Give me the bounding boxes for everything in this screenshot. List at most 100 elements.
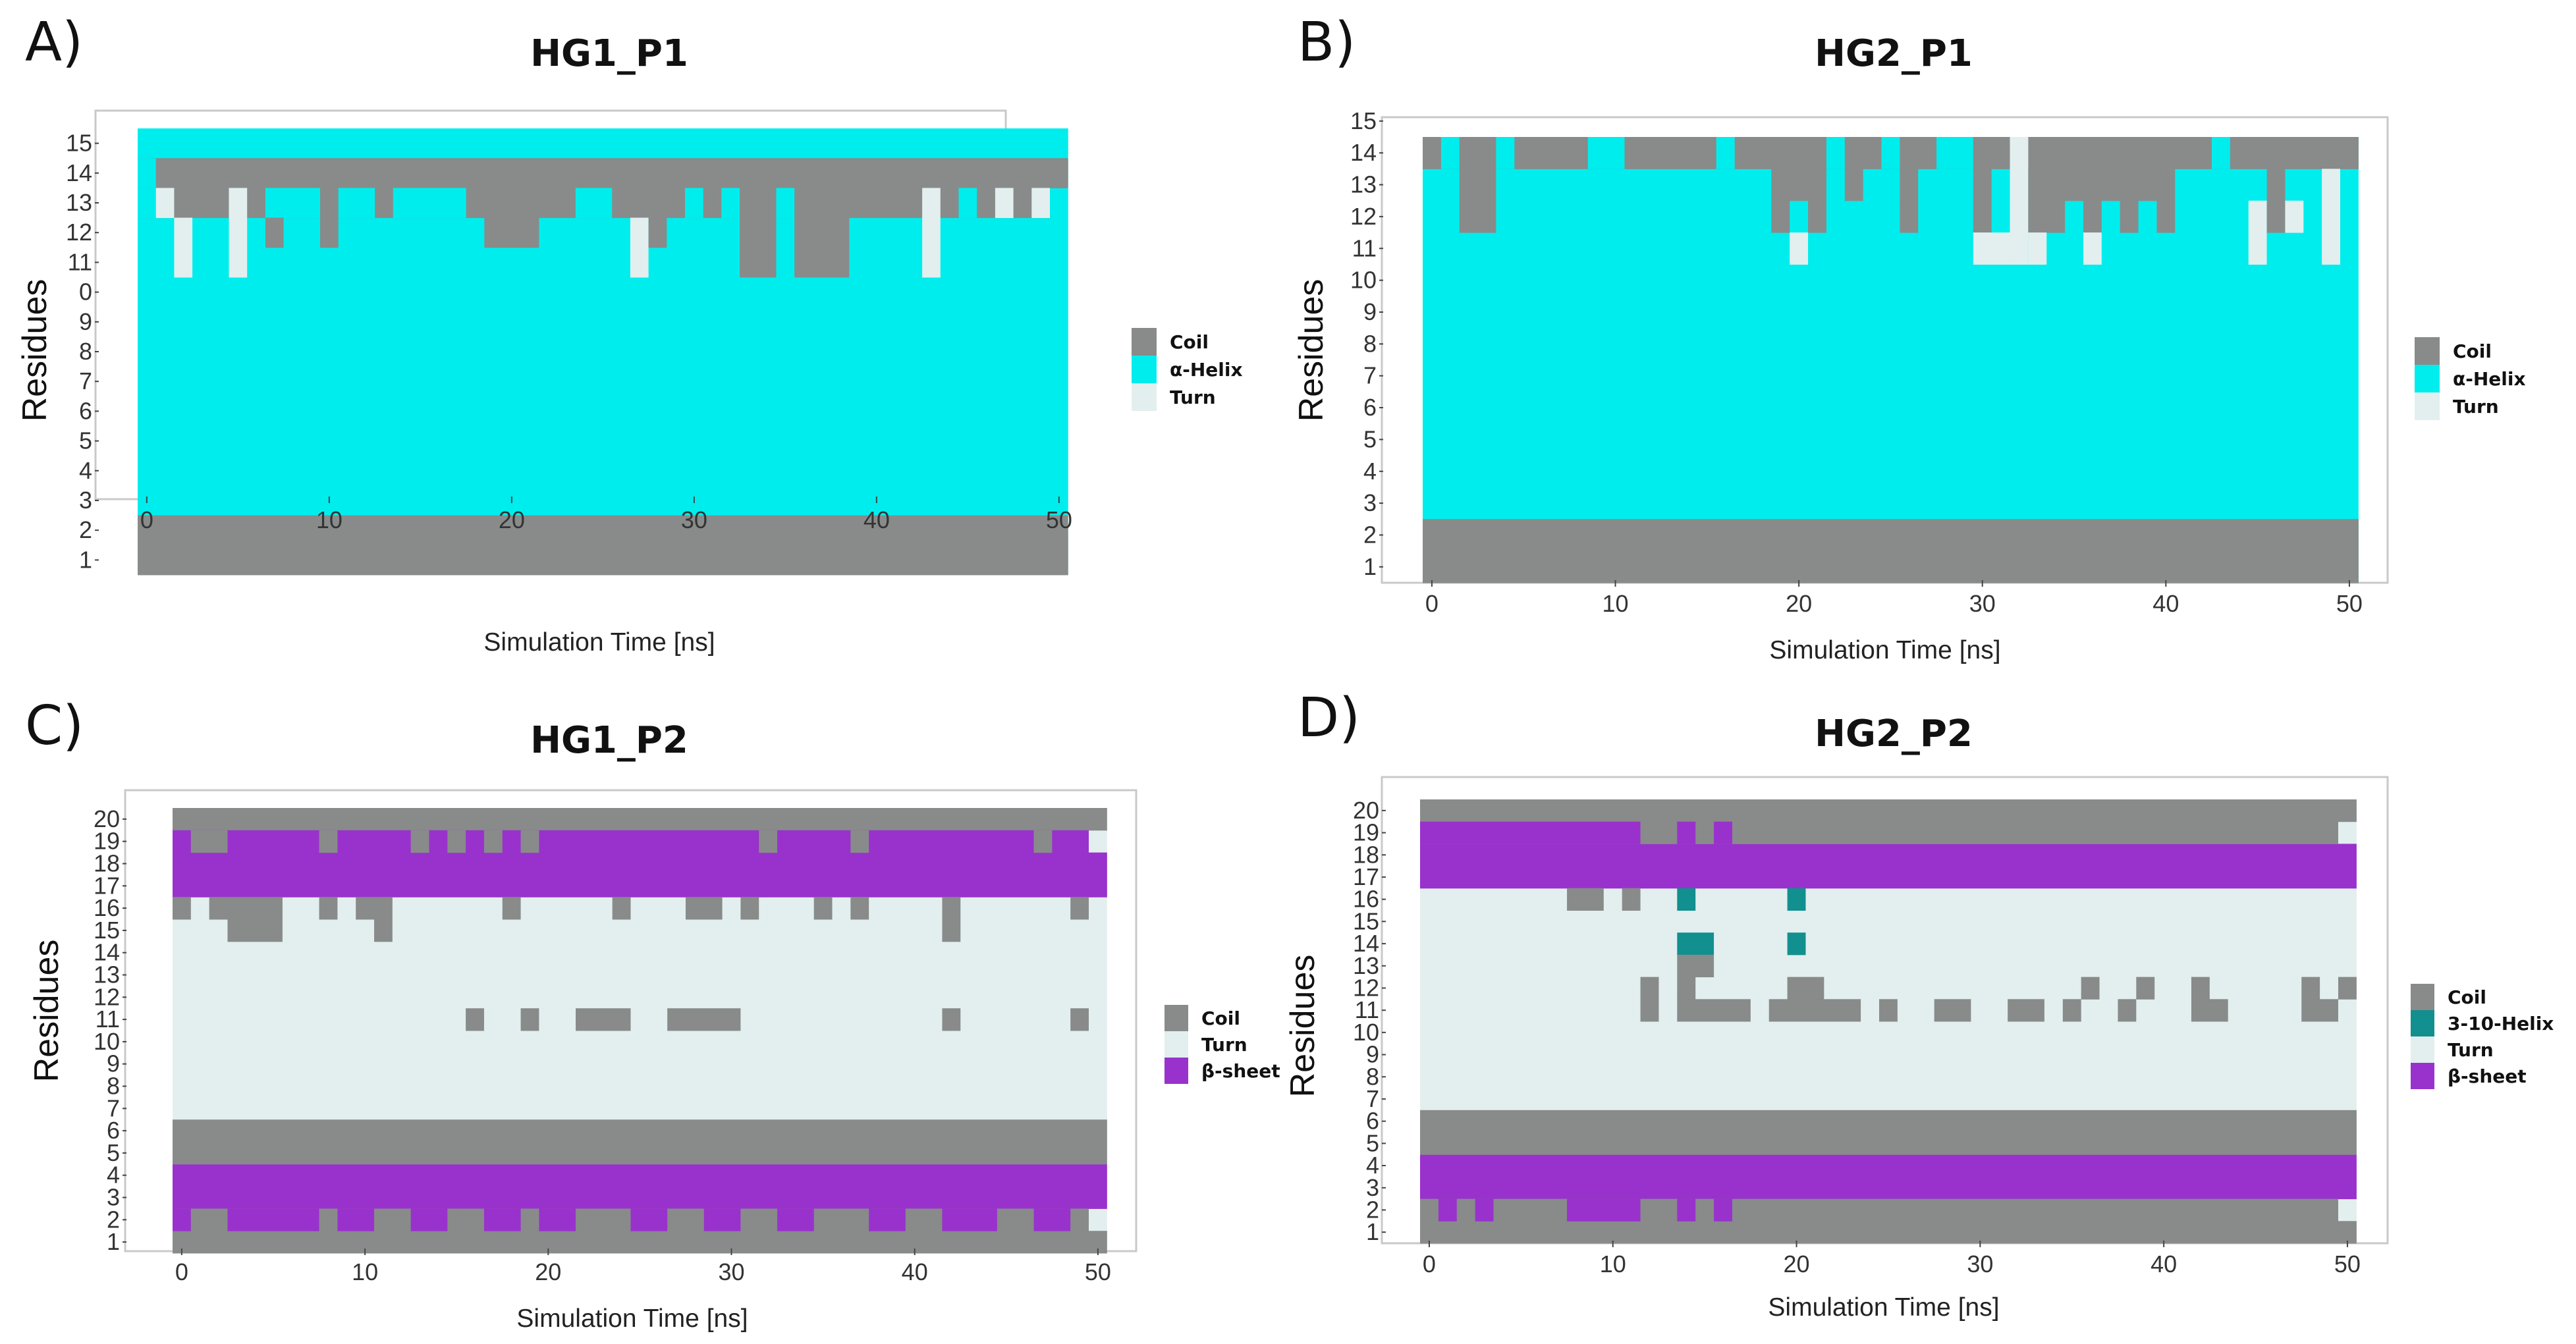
state-cell bbox=[502, 897, 521, 920]
state-cell bbox=[2266, 169, 2286, 202]
state-cell bbox=[1677, 1198, 1696, 1222]
y-tick-label: 13 bbox=[1353, 952, 1379, 979]
y-tick-label: 5 bbox=[79, 427, 92, 454]
state-cell bbox=[2083, 200, 2102, 233]
state-cell bbox=[2211, 137, 2230, 169]
y-tick-label: 8 bbox=[107, 1073, 120, 1100]
x-tick-label: 10 bbox=[316, 506, 343, 533]
state-cell bbox=[2156, 200, 2176, 233]
y-axis-title: Residues bbox=[1284, 955, 1322, 1098]
y-tick-label: 15 bbox=[1350, 107, 1377, 134]
y-tick-label: 8 bbox=[1363, 330, 1377, 357]
residue-row-5 bbox=[1420, 1132, 2357, 1155]
legend-swatch-turn bbox=[1165, 1031, 1188, 1058]
x-axis-title: Simulation Time [ns] bbox=[483, 628, 715, 657]
state-cell bbox=[958, 188, 977, 219]
y-tick-label: 6 bbox=[79, 397, 92, 424]
state-cell bbox=[2010, 232, 2029, 265]
residue-row-20 bbox=[1420, 799, 2357, 822]
residue-row-4 bbox=[1420, 1154, 2357, 1177]
legend-swatch-coil bbox=[2411, 984, 2434, 1010]
y-tick-label: 11 bbox=[1352, 234, 1377, 261]
y-tick-label: 15 bbox=[66, 130, 92, 157]
x-tick-label: 10 bbox=[1600, 1250, 1626, 1277]
residue-row-3 bbox=[1420, 1176, 2357, 1200]
state-cell bbox=[1677, 932, 1714, 955]
y-tick-label: 13 bbox=[66, 189, 92, 216]
x-tick-label: 40 bbox=[2151, 1250, 2177, 1277]
y-tick-label: 2 bbox=[107, 1206, 120, 1233]
y-tick-label: 12 bbox=[1353, 974, 1379, 1001]
state-cell bbox=[813, 897, 833, 920]
y-tick-label: 6 bbox=[1363, 394, 1377, 421]
state-cell bbox=[483, 830, 503, 853]
state-cell bbox=[1496, 137, 1515, 169]
state-cell bbox=[777, 1208, 814, 1231]
y-tick-label: 2 bbox=[1366, 1196, 1379, 1223]
state-cell bbox=[1768, 999, 1861, 1022]
y-tick-label: 14 bbox=[94, 939, 120, 966]
state-cell bbox=[1900, 169, 1919, 202]
panel-letter: C) bbox=[25, 695, 84, 757]
x-tick-label: 20 bbox=[1786, 590, 1812, 617]
state-cell bbox=[1900, 200, 1919, 233]
state-cell bbox=[319, 830, 338, 853]
state-cell bbox=[1070, 897, 1089, 920]
y-tick-label: 7 bbox=[1366, 1085, 1379, 1112]
state-cell bbox=[612, 897, 631, 920]
y-tick-label: 17 bbox=[1353, 863, 1379, 890]
chart-title: HG2_P1 bbox=[1815, 32, 1973, 75]
state-cell bbox=[2338, 977, 2357, 1000]
state-cell bbox=[1771, 200, 1790, 233]
state-cell bbox=[1787, 977, 1824, 1000]
state-cell bbox=[740, 247, 777, 278]
state-cell bbox=[1033, 830, 1053, 853]
y-tick-label: 11 bbox=[96, 1006, 120, 1033]
state-cell bbox=[794, 247, 850, 278]
state-cell bbox=[466, 1008, 484, 1031]
state-cell bbox=[1567, 1198, 1641, 1222]
y-tick-label: 8 bbox=[79, 338, 92, 365]
x-tick-label: 10 bbox=[1603, 590, 1629, 617]
x-tick-label: 20 bbox=[535, 1258, 561, 1285]
state-cell bbox=[319, 897, 338, 920]
state-cell bbox=[2266, 200, 2286, 233]
y-tick-label: 1 bbox=[1366, 1218, 1379, 1245]
legend-swatch-beta-sheet bbox=[1165, 1058, 1188, 1084]
state-cell bbox=[2083, 232, 2102, 265]
y-tick-label: 6 bbox=[107, 1117, 120, 1144]
state-cell bbox=[1438, 1198, 1457, 1222]
state-cell bbox=[942, 897, 961, 920]
y-tick-label: 6 bbox=[1366, 1108, 1379, 1135]
state-cell bbox=[1790, 232, 1809, 265]
state-cell bbox=[1587, 137, 1625, 169]
residue-row-6 bbox=[1420, 1110, 2357, 1133]
legend-swatch-alpha-helix bbox=[2415, 365, 2440, 392]
legend-label: Turn bbox=[1201, 1034, 1247, 1056]
chart-panel-c: C) HG1_P212345678910111213141516171819200… bbox=[25, 695, 1280, 1333]
state-cell bbox=[942, 1208, 997, 1231]
x-tick-label: 0 bbox=[1423, 1250, 1436, 1277]
state-cell bbox=[173, 897, 191, 920]
state-cell bbox=[2062, 999, 2081, 1022]
state-cell bbox=[447, 830, 466, 853]
y-tick-label: 8 bbox=[1366, 1063, 1379, 1090]
state-cell bbox=[1934, 999, 1971, 1022]
y-tick-label: 15 bbox=[1353, 907, 1379, 934]
y-tick-label: 14 bbox=[66, 159, 92, 186]
state-cell bbox=[2120, 200, 2139, 233]
y-tick-label: 20 bbox=[94, 805, 120, 832]
residue-row-1 bbox=[1420, 1221, 2357, 1244]
x-tick-label: 0 bbox=[140, 506, 153, 533]
state-cell bbox=[776, 188, 795, 219]
x-axis-title: Simulation Time [ns] bbox=[516, 1304, 748, 1333]
state-cell bbox=[173, 830, 1089, 853]
x-tick-label: 50 bbox=[2334, 1250, 2361, 1277]
residue-row-18 bbox=[1420, 844, 2357, 867]
y-tick-label: 19 bbox=[1353, 819, 1379, 846]
legend-label: 3-10-Helix bbox=[2448, 1013, 2554, 1035]
legend-label: Coil bbox=[1170, 331, 1209, 353]
y-tick-label: 12 bbox=[1350, 203, 1377, 230]
